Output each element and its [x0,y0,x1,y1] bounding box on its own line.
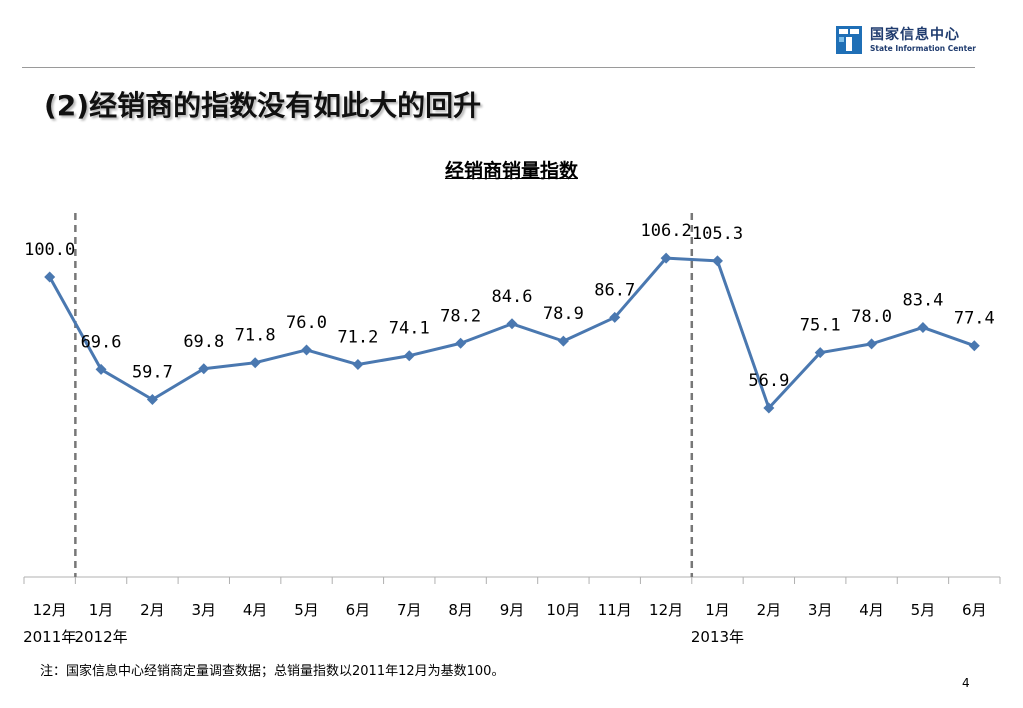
year-label: 2012年 [74,628,127,646]
data-label: 78.9 [543,304,584,324]
data-label: 71.2 [337,328,378,348]
data-label: 78.2 [440,306,481,326]
data-point-marker [249,357,261,369]
data-point-marker [866,338,878,350]
x-tick-label: 6月 [346,601,371,619]
data-label: 69.8 [183,332,224,352]
data-point-marker [146,393,158,405]
page-number: 4 [962,676,970,690]
data-point-marker [660,252,672,264]
x-tick-label: 1月 [705,601,730,619]
data-point-marker [455,337,467,349]
data-label: 69.6 [81,332,122,352]
x-tick-label: 10月 [546,601,580,619]
data-point-marker [711,255,723,267]
header-divider [22,67,975,68]
x-tick-label: 5月 [911,601,936,619]
state-information-center-logo-icon [836,26,862,54]
x-tick-label: 4月 [859,601,884,619]
footnote: 注：国家信息中心经销商定量调查数据；总销量指数以2011年12月为基数100。 [40,664,505,679]
data-point-marker [95,363,107,375]
data-point-marker [968,340,980,352]
data-point-marker [609,311,621,323]
data-point-marker [557,335,569,347]
x-tick-label: 7月 [397,601,422,619]
year-label: 2013年 [691,628,744,646]
data-point-marker [198,363,210,375]
data-point-marker [814,347,826,359]
data-label: 74.1 [389,319,430,339]
x-tick-label: 11月 [598,601,632,619]
logo-name-cn: 国家信息中心 [870,27,960,43]
year-label: 2011年 [23,628,76,646]
data-point-marker [506,318,518,330]
data-point-marker [352,359,364,371]
x-tick-label: 9月 [500,601,525,619]
x-tick-label: 2月 [757,601,782,619]
x-tick-label: 5月 [294,601,319,619]
x-tick-label: 12月 [649,601,683,619]
data-label: 75.1 [800,316,841,336]
data-point-marker [763,402,775,414]
data-point-marker [403,350,415,362]
x-tick-label: 4月 [243,601,268,619]
data-label: 56.9 [748,371,789,391]
x-tick-label: 8月 [448,601,473,619]
data-label: 86.7 [594,280,635,300]
data-label: 100.0 [24,240,75,260]
data-label: 106.2 [641,221,692,241]
data-label: 83.4 [902,290,943,310]
data-label: 105.3 [692,224,743,244]
x-tick-label: 1月 [89,601,114,619]
data-label: 59.7 [132,362,173,382]
data-label: 71.8 [235,326,276,346]
slide-title: (2)经销商的指数没有如此大的回升 [44,89,482,122]
data-label: 78.0 [851,307,892,327]
data-point-marker [301,344,313,356]
x-tick-label: 6月 [962,601,987,619]
data-label: 76.0 [286,313,327,333]
data-point-marker [44,271,56,283]
data-point-marker [917,321,929,333]
logo: 国家信息中心 State Information Center [836,24,986,60]
data-label: 84.6 [492,287,533,307]
logo-name-en: State Information Center [870,44,977,53]
x-tick-label: 12月 [33,601,67,619]
chart-title: 经销商销量指数 [444,160,578,182]
x-tick-label: 3月 [808,601,833,619]
data-label: 77.4 [954,309,995,329]
x-tick-label: 2月 [140,601,165,619]
x-tick-label: 3月 [192,601,217,619]
